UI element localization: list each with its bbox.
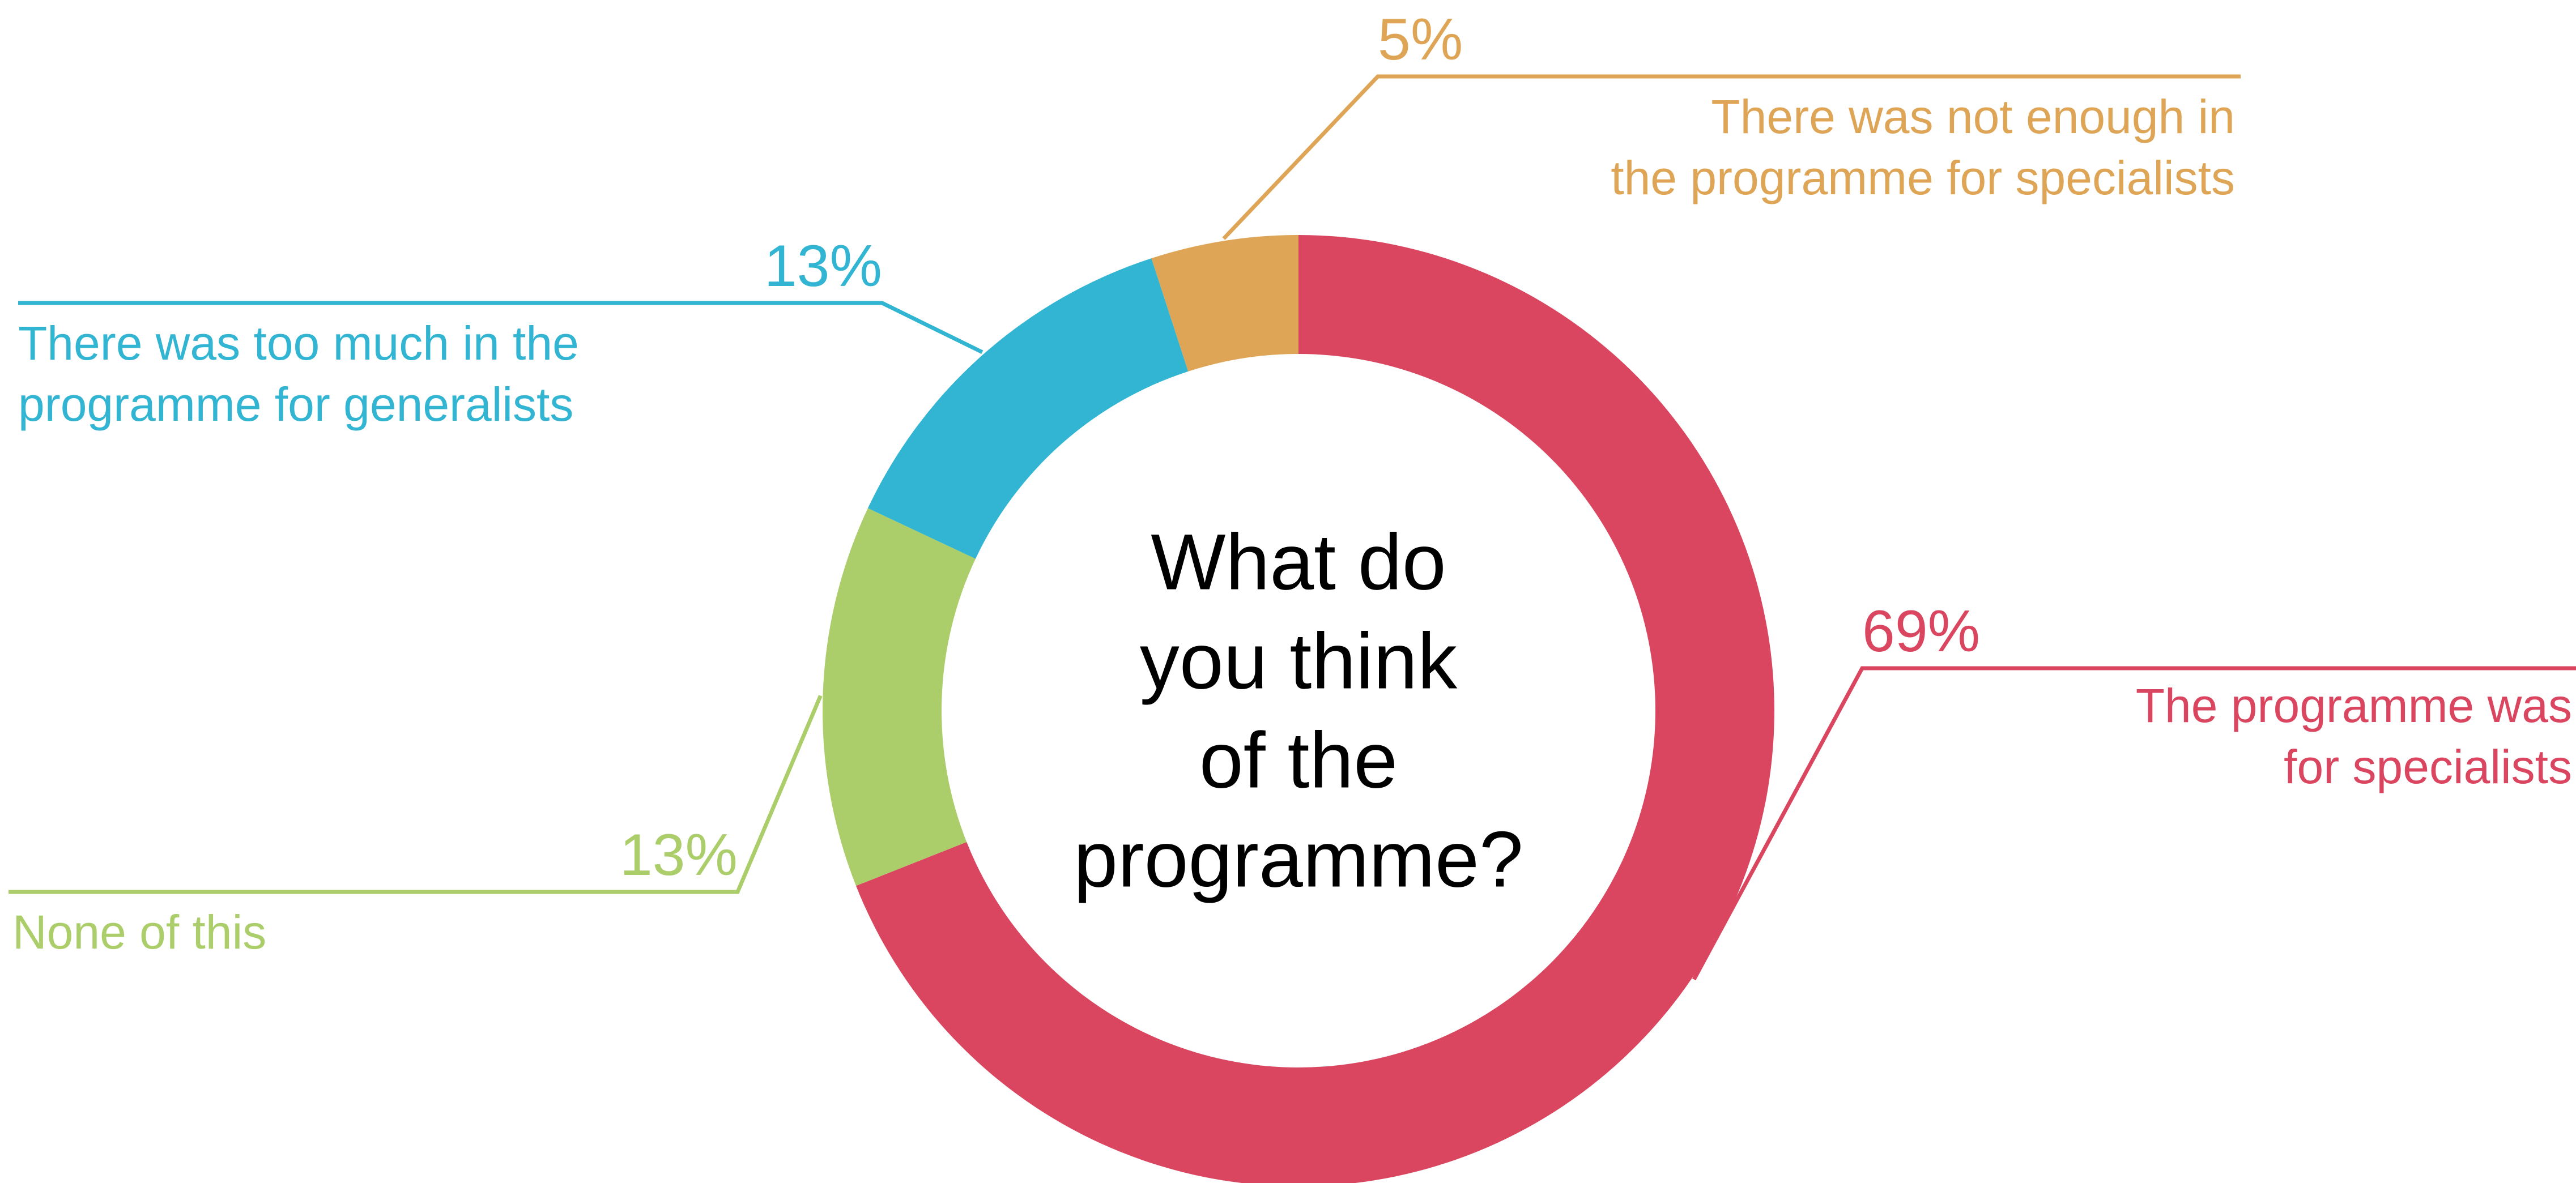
donut-slice — [1151, 235, 1298, 371]
slice-category-label: None of this — [12, 906, 266, 959]
slice-category-label: There was too much in the programme for g… — [18, 317, 579, 431]
donut-slices — [823, 235, 1774, 1183]
slice-value-label: 5% — [1378, 7, 1463, 72]
slice-value-label: 13% — [764, 233, 882, 299]
slice-category-label: There was not enough in the programme for… — [1611, 90, 2235, 204]
leader-lines — [8, 74, 2576, 981]
donut-slice — [867, 258, 1189, 559]
leader-line — [1692, 666, 2576, 981]
leader-line — [8, 695, 823, 894]
leader-line — [18, 301, 983, 355]
slice-value-label: 69% — [1862, 599, 1980, 664]
center-question: What do you think of the programme? — [1074, 518, 1523, 904]
leader-line — [1222, 74, 2241, 240]
slice-labels: 69% The programme was for specialists 13% No… — [12, 7, 2572, 959]
slice-value-label: 13% — [620, 822, 738, 888]
slice-category-label: The programme was for specialists — [2136, 679, 2572, 793]
donut-slice — [823, 508, 976, 886]
